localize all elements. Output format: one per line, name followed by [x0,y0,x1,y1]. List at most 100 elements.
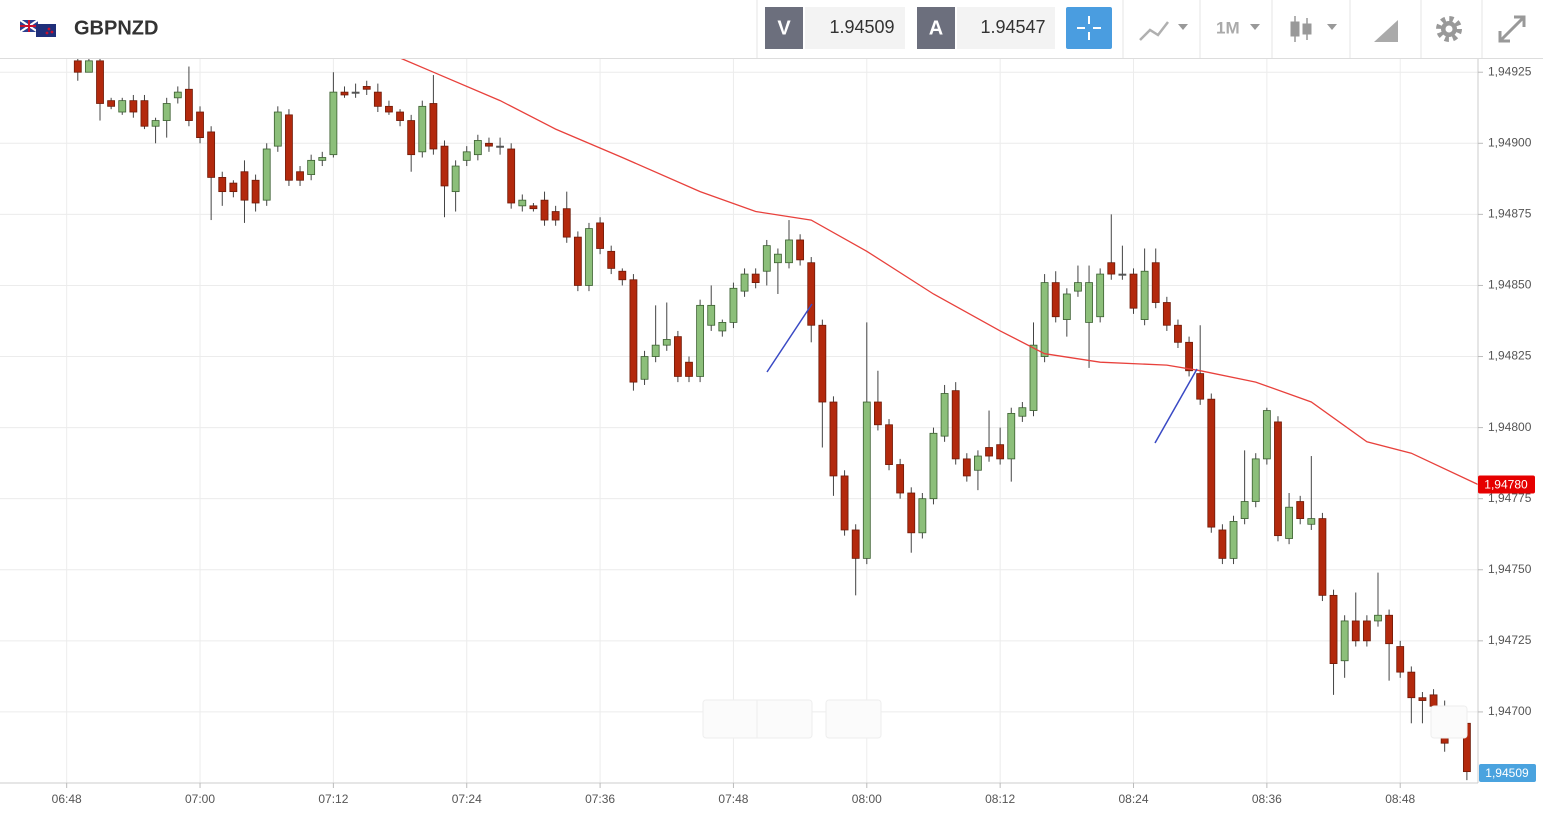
candle-body [696,304,705,377]
candle-body [874,401,882,426]
ask-tag-box[interactable] [917,7,955,49]
x-tick-label: 08:36 [1252,792,1282,806]
candle-body [1362,620,1371,642]
bid-price: 1.94509 [829,17,894,37]
candle-body [129,100,138,113]
flag-icon [19,19,56,37]
y-tick-label: 1,94750 [1488,562,1532,576]
candle-body [1374,614,1382,622]
candle-body [607,250,616,269]
candle-body [585,228,593,286]
candle-body [140,100,149,127]
candle-body [85,60,93,73]
y-tick-label: 1,94875 [1488,207,1532,221]
bid-badge-label: 1,94509 [1485,766,1529,780]
candle-body [296,171,304,181]
candle-body [1007,412,1016,460]
ask-box[interactable] [957,7,1055,49]
price-badge [1478,475,1535,494]
candle-body [1285,506,1293,539]
candle-body [362,86,371,90]
candle-body [340,91,349,96]
candle-body [229,182,238,193]
candle-body [73,60,82,73]
x-tick-label: 07:48 [718,792,748,806]
candle-body [240,171,249,201]
candle-body [1351,620,1360,642]
candle-body [1240,501,1249,519]
ask-price: 1.94547 [980,17,1045,37]
reset-button[interactable] [825,699,882,739]
candle-body [1418,697,1427,701]
settings-button[interactable] [1436,16,1462,42]
candles-button[interactable] [1290,16,1337,42]
candle-body [1196,373,1205,400]
toolbar: GBPNZD V 1.94509 A 1.94547 1M [0,0,1543,59]
candle-body [1162,302,1171,326]
candle-body [118,100,127,113]
candle-body [918,498,927,534]
candle-body [818,324,827,403]
candle-body [173,91,182,99]
candle-body [351,91,360,94]
crosshair-button[interactable] [1066,7,1112,49]
candle-body [185,88,193,121]
candle-body [1096,273,1105,318]
candle-body [473,140,482,156]
zoom-controls [702,699,1468,739]
scroll-button[interactable] [1430,705,1468,739]
candle-body [1296,501,1305,519]
bid-badge [1479,764,1536,782]
candle-body [451,165,460,193]
candle-body [107,100,116,107]
candle-body [718,322,727,332]
candle-body [407,120,416,156]
candle-body [373,91,382,107]
candle-body [996,444,1005,460]
candle-body [796,239,805,261]
chart-type-button[interactable] [1139,21,1188,41]
candle-body [1396,646,1405,673]
candle-body [162,103,171,121]
x-tick-label: 07:24 [452,792,482,806]
candle-body [751,273,760,284]
bid-box[interactable] [805,7,905,49]
bid-tag-box[interactable] [765,7,803,49]
candle-body [596,222,604,249]
candle-body [207,131,216,178]
y-tick-label: 1,94700 [1488,704,1532,718]
candle-body [1107,262,1116,275]
moving-average-line [399,57,1479,486]
candle-body [1385,614,1393,645]
x-tick-label: 08:12 [985,792,1015,806]
candle-body [629,279,638,383]
candle-body [1174,324,1182,343]
candle-body [1274,421,1282,537]
candle-body [974,455,982,471]
fullscreen-button[interactable] [1498,15,1526,43]
candle-body [1251,458,1260,502]
candle-body [651,344,660,357]
candle-body [940,393,949,437]
y-tick-label: 1,94825 [1488,349,1532,363]
candle-body [540,199,549,221]
candle-body [1029,344,1038,411]
timeframe[interactable]: 1M [1216,18,1240,37]
x-tick-label: 07:12 [318,792,348,806]
candle-body [1085,282,1093,323]
y-tick-label: 1,94850 [1488,278,1532,292]
candle-body [985,447,993,457]
bid-tag: V [777,17,791,39]
dropdown-arrow [1250,24,1260,30]
candle-body [551,211,560,221]
candle-body [1262,410,1271,460]
drawing-button[interactable] [1374,20,1398,42]
candle-body [196,111,204,139]
candle-body [1185,341,1193,372]
candle-body [307,159,316,175]
trend-line [1154,368,1198,444]
price-badge-label: 1,94780 [1484,478,1528,492]
y-tick-label: 1,94775 [1488,491,1532,505]
